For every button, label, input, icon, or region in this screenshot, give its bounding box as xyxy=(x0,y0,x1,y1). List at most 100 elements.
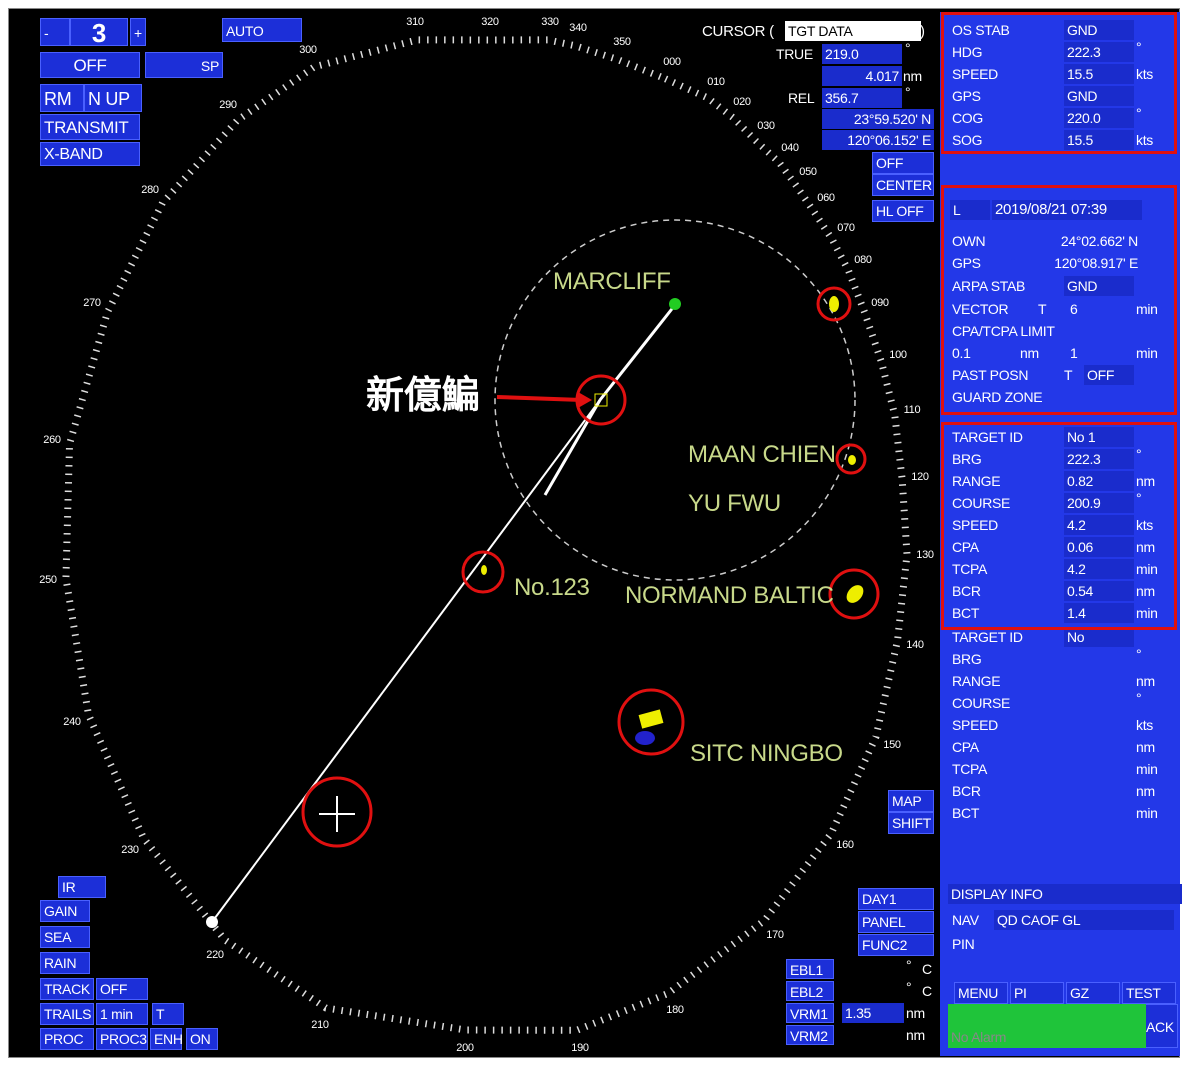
band: X-BAND xyxy=(40,142,140,166)
label: OS STAB xyxy=(952,22,1010,38)
label[interactable]: VRM2 xyxy=(786,1025,834,1045)
range-minus[interactable]: - xyxy=(40,18,70,46)
close: ) xyxy=(920,23,925,40)
bearing-label: 300 xyxy=(299,44,317,56)
vector: T xyxy=(1038,301,1047,317)
label: RANGE xyxy=(952,673,1001,689)
guard-zone: GUARD ZONE xyxy=(952,389,1043,405)
gps-lon: 120°08.917' E xyxy=(1054,255,1138,271)
highlight-box xyxy=(941,12,1177,154)
panel[interactable]: PANEL xyxy=(858,911,934,933)
bearing-ring xyxy=(62,36,911,1034)
pin: PIN xyxy=(952,936,975,952)
unit: nm xyxy=(1136,473,1155,489)
unit: ° xyxy=(906,957,912,973)
ack[interactable]: ACK xyxy=(1142,1004,1178,1048)
bearing-label: 050 xyxy=(799,166,817,178)
bearing-label: 060 xyxy=(817,192,835,204)
title: CURSOR ( xyxy=(702,23,774,40)
highlight-box xyxy=(941,422,1177,630)
bearing-label: 290 xyxy=(219,99,237,111)
off[interactable]: OFF xyxy=(40,52,140,78)
unit: kts xyxy=(1136,132,1153,148)
map-shift[interactable]: SHIFT xyxy=(888,812,934,834)
off-center[interactable]: CENTER xyxy=(872,174,934,196)
unit: ° xyxy=(1136,39,1142,55)
menu[interactable]: TEST xyxy=(1122,982,1176,1004)
rain: RAIN xyxy=(40,952,90,974)
label: TARGET ID xyxy=(952,629,1023,645)
label[interactable]: EBL1 xyxy=(786,959,834,979)
status[interactable]: TRANSMIT xyxy=(40,114,140,140)
map-shift[interactable]: MAP xyxy=(888,790,934,812)
own-label: OWN xyxy=(952,233,986,249)
menu[interactable]: GZ xyxy=(1066,982,1120,1004)
rel-label: REL xyxy=(788,90,815,106)
past-posn: OFF xyxy=(1084,365,1134,385)
bearing-label: 160 xyxy=(836,839,854,851)
off-center[interactable]: OFF xyxy=(872,152,934,174)
label: BRG xyxy=(952,651,982,667)
unit: kts xyxy=(1136,717,1153,733)
value: 15.5 xyxy=(1064,64,1134,84)
hl[interactable]: HL OFF xyxy=(872,200,934,222)
unit: kts xyxy=(1136,517,1153,533)
menu[interactable]: PI xyxy=(1010,982,1064,1004)
annotation: 新億鯿 xyxy=(366,375,480,417)
bearing-label: 140 xyxy=(906,639,924,651)
mode: C xyxy=(922,983,932,999)
target-label: No.123 xyxy=(514,574,590,601)
ir: IR xyxy=(58,876,106,898)
value: 0.54 xyxy=(1064,581,1134,601)
pulse: SP xyxy=(145,52,223,78)
value: 15.5 xyxy=(1064,130,1134,150)
cursor xyxy=(319,796,355,832)
label: BCR xyxy=(952,583,981,599)
label[interactable]: EBL2 xyxy=(786,981,834,1001)
rel-bearing: 356.7 xyxy=(822,88,902,108)
bearing-label: 250 xyxy=(39,574,57,586)
range-ring xyxy=(494,219,856,581)
own-lat: 24°02.662' N xyxy=(1060,233,1138,249)
label: COG xyxy=(952,110,983,126)
range-unit: nm xyxy=(903,68,922,84)
label: SPEED xyxy=(952,517,998,533)
proc: ON xyxy=(186,1028,218,1050)
trails: TRAILS xyxy=(40,1003,94,1025)
arpa-stab: GND xyxy=(1064,276,1134,296)
func[interactable]: FUNC2 xyxy=(858,934,934,956)
highlight-box xyxy=(941,185,1177,415)
past-posn: PAST POSN xyxy=(952,367,1029,383)
value: 200.9 xyxy=(1064,493,1134,513)
vector: VECTOR xyxy=(952,301,1009,317)
motion: RM xyxy=(40,84,84,112)
label[interactable]: VRM1 xyxy=(786,1003,834,1023)
range: 4.017 xyxy=(822,66,902,86)
range-plus[interactable]: + xyxy=(130,18,146,46)
gps-label: GPS xyxy=(952,255,981,271)
bearing-label: 070 xyxy=(837,222,855,234)
ebl-line xyxy=(211,399,601,923)
unit: nm xyxy=(906,1027,925,1043)
unit: min xyxy=(1136,605,1158,621)
day[interactable]: DAY1 xyxy=(858,888,934,910)
value: 0.06 xyxy=(1064,537,1134,557)
limits: 1 xyxy=(1070,345,1078,361)
unit: nm xyxy=(1136,739,1155,755)
value: 4.2 xyxy=(1064,559,1134,579)
vector: 6 xyxy=(1070,301,1078,317)
menu[interactable]: MENU xyxy=(954,982,1008,1004)
nav: QD CAOF GL xyxy=(994,910,1174,930)
past-posn: T xyxy=(1064,367,1073,383)
target-label: YU FWU xyxy=(688,490,781,517)
target-echo xyxy=(829,296,839,312)
value: GND xyxy=(1064,86,1134,106)
target-label: SITC NINGBO xyxy=(690,740,843,767)
track: OFF xyxy=(96,978,148,1000)
proc: ENH xyxy=(150,1028,183,1050)
target-echo xyxy=(635,731,655,745)
target-echo xyxy=(481,565,487,575)
orientation: N UP xyxy=(84,84,142,112)
bearing-label: 180 xyxy=(666,1004,684,1016)
alarm: No Alarm xyxy=(948,1004,1146,1048)
